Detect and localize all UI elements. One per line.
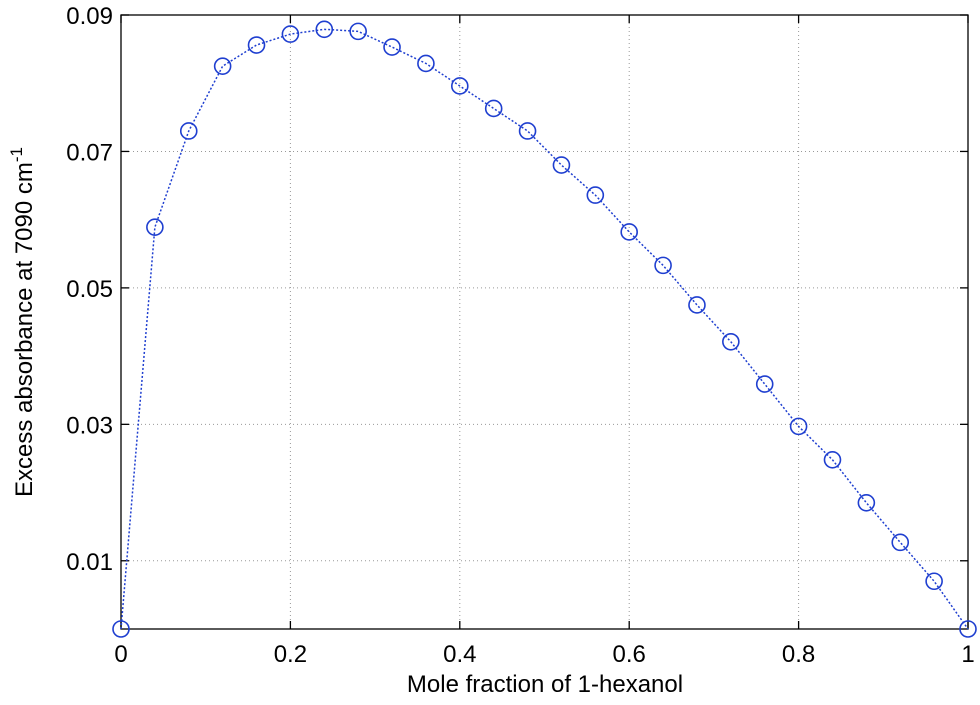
data-point	[484, 99, 503, 118]
data-point	[925, 572, 943, 591]
data-point	[281, 25, 300, 43]
x-tick-label: 0.8	[782, 641, 815, 668]
data-point	[349, 22, 367, 41]
data-point	[857, 493, 876, 512]
y-tick-label: 0.03	[66, 412, 113, 439]
data-point	[722, 332, 740, 351]
data-point	[959, 620, 977, 638]
y-tick-label: 0.05	[66, 276, 113, 303]
data-point	[789, 417, 808, 436]
plot-area	[121, 15, 968, 629]
x-axis-label: Mole fraction of 1-hexanol	[407, 671, 683, 698]
y-tick-label: 0.01	[66, 549, 113, 576]
data-point	[247, 36, 266, 54]
data-point	[315, 20, 334, 39]
data-point	[417, 54, 435, 73]
x-tick-label: 0	[114, 641, 127, 668]
data-point	[620, 223, 639, 241]
data-point	[755, 375, 774, 393]
x-tick-label: 1	[961, 641, 974, 668]
x-tick-label: 0.4	[443, 641, 476, 668]
data-point	[654, 256, 672, 275]
data-point	[179, 122, 198, 140]
y-axis-label: Excess absorbance at 7090 cm-1	[7, 147, 38, 497]
data-point	[518, 122, 537, 140]
x-tick-label: 0.2	[274, 641, 307, 668]
data-point	[213, 57, 232, 75]
data-point	[112, 620, 130, 638]
y-tick-label: 0.07	[66, 139, 113, 166]
data-point	[823, 451, 842, 469]
data-point	[586, 186, 605, 204]
data-point	[552, 156, 571, 174]
y-axis-label-main: Excess absorbance at 7090 cm	[11, 162, 38, 497]
data-point	[450, 77, 469, 95]
x-tick-label: 0.6	[613, 641, 646, 668]
data-point	[383, 38, 401, 56]
data-point	[688, 296, 706, 314]
y-tick-label: 0.09	[66, 3, 113, 30]
data-point	[146, 218, 164, 236]
axes-box	[120, 14, 969, 630]
y-axis-label-sup: -1	[7, 147, 26, 162]
data-point	[891, 533, 910, 552]
